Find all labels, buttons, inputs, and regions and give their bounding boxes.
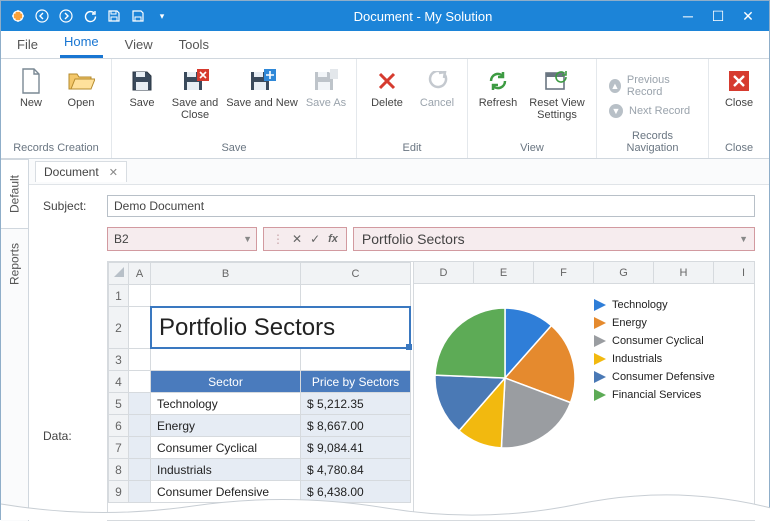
main-area: Document ✕ Subject: B2▼ ⋮✕✓fx Portfolio … (29, 159, 769, 521)
qat-save-icon[interactable] (103, 5, 125, 27)
form: Subject: B2▼ ⋮✕✓fx Portfolio Sectors▼ Da… (29, 185, 769, 521)
save-as-button[interactable]: Save As (304, 63, 348, 135)
delete-icon (373, 67, 401, 95)
fx-cancel-icon[interactable]: ✕ (292, 232, 302, 246)
legend-item: Consumer Cyclical (594, 332, 748, 350)
ribbon-group-records: New Open Records Creation (1, 59, 112, 158)
tab-home[interactable]: Home (60, 30, 103, 58)
qat-save-close-icon[interactable] (127, 5, 149, 27)
app-icon[interactable] (7, 5, 29, 27)
save-close-button[interactable]: Save and Close (170, 63, 220, 135)
table-row[interactable]: Energy (151, 415, 301, 437)
legend-item: Industrials (594, 350, 748, 368)
sidetab-reports[interactable]: Reports (1, 229, 28, 299)
title-bar: ▾ Document - My Solution ─ ☐ ✕ (1, 1, 769, 31)
ribbon-group-nav: ▲Previous Record ▼Next Record Records Na… (597, 59, 709, 158)
legend-item: Consumer Defensive (594, 368, 748, 386)
maximize-button[interactable]: ☐ (703, 5, 733, 27)
ribbon-tabs: File Home View Tools (1, 31, 769, 59)
spreadsheet[interactable]: A B C 1 2Portfolio Sectors 3 4SectorPric… (107, 261, 755, 521)
chart-area: DEFGHIJ TechnologyEnergyConsumer Cyclica… (413, 262, 754, 520)
arrow-down-icon: ▼ (609, 104, 623, 118)
ribbon-group-view: Refresh Reset View Settings View (468, 59, 597, 158)
table-row[interactable]: Consumer Cyclical (151, 437, 301, 459)
fx-accept-icon[interactable]: ✓ (310, 232, 320, 246)
name-box[interactable]: B2▼ (107, 227, 257, 251)
formula-buttons: ⋮✕✓fx (263, 227, 347, 251)
document-tabs: Document ✕ (29, 159, 769, 185)
document-tab-label: Document (44, 165, 99, 179)
arrow-up-icon: ▲ (609, 79, 621, 93)
open-button[interactable]: Open (59, 63, 103, 135)
qat-next-icon[interactable] (55, 5, 77, 27)
close-window-button[interactable]: ✕ (733, 5, 763, 27)
chart-legend: TechnologyEnergyConsumer CyclicalIndustr… (590, 290, 748, 514)
save-close-icon (181, 67, 209, 95)
refresh-icon (484, 67, 512, 95)
legend-item: Technology (594, 296, 748, 314)
fx-icon[interactable]: fx (328, 233, 338, 245)
quick-access-toolbar: ▾ (7, 5, 173, 27)
minimize-button[interactable]: ─ (673, 5, 703, 27)
window-buttons: ─ ☐ ✕ (673, 5, 763, 27)
next-record-button[interactable]: ▼Next Record (605, 102, 694, 120)
new-button[interactable]: New (9, 63, 53, 135)
sidetab-default[interactable]: Default (1, 159, 29, 229)
prev-record-button[interactable]: ▲Previous Record (605, 72, 700, 100)
pie-chart (420, 290, 590, 460)
close-button[interactable]: Close (717, 63, 761, 135)
title-cell[interactable]: Portfolio Sectors (151, 307, 411, 349)
save-icon (128, 67, 156, 95)
save-button[interactable]: Save (120, 63, 164, 135)
document-tab-close-icon[interactable]: ✕ (109, 166, 118, 179)
table-row[interactable]: Industrials (151, 459, 301, 481)
side-tabs: Default Reports (1, 159, 29, 521)
delete-button[interactable]: Delete (365, 63, 409, 135)
refresh-button[interactable]: Refresh (476, 63, 520, 135)
formula-input[interactable]: Portfolio Sectors▼ (353, 227, 755, 251)
ribbon: New Open Records Creation Save Save and … (1, 59, 769, 159)
cancel-icon (423, 67, 451, 95)
tab-tools[interactable]: Tools (175, 33, 213, 58)
subject-label: Subject: (43, 199, 97, 213)
new-icon (17, 67, 45, 95)
ribbon-group-save: Save Save and Close Save and New Save As… (112, 59, 357, 158)
table-row[interactable]: Consumer Defensive (151, 481, 301, 503)
table-row[interactable]: Technology (151, 393, 301, 415)
chevron-down-icon: ▼ (739, 234, 748, 244)
qat-prev-icon[interactable] (31, 5, 53, 27)
save-new-button[interactable]: Save and New (226, 63, 298, 135)
tab-view[interactable]: View (121, 33, 157, 58)
document-tab[interactable]: Document ✕ (35, 161, 127, 182)
legend-item: Financial Services (594, 386, 748, 404)
cancel-button[interactable]: Cancel (415, 63, 459, 135)
save-new-icon (248, 67, 276, 95)
reset-view-button[interactable]: Reset View Settings (526, 63, 588, 135)
qat-dropdown-icon[interactable]: ▾ (151, 5, 173, 27)
subject-input[interactable] (107, 195, 755, 217)
open-icon (67, 67, 95, 95)
tab-file[interactable]: File (13, 33, 42, 58)
ribbon-group-close: Close Close (709, 59, 769, 158)
ribbon-group-edit: Delete Cancel Edit (357, 59, 468, 158)
save-as-icon (312, 67, 340, 95)
qat-refresh-icon[interactable] (79, 5, 101, 27)
chevron-down-icon: ▼ (243, 234, 252, 244)
data-label: Data: (43, 429, 97, 443)
legend-item: Energy (594, 314, 748, 332)
close-icon (725, 67, 753, 95)
reset-view-icon (543, 67, 571, 95)
window-title: Document - My Solution (173, 9, 673, 24)
body: Default Reports Document ✕ Subject: B2▼ … (1, 159, 769, 521)
